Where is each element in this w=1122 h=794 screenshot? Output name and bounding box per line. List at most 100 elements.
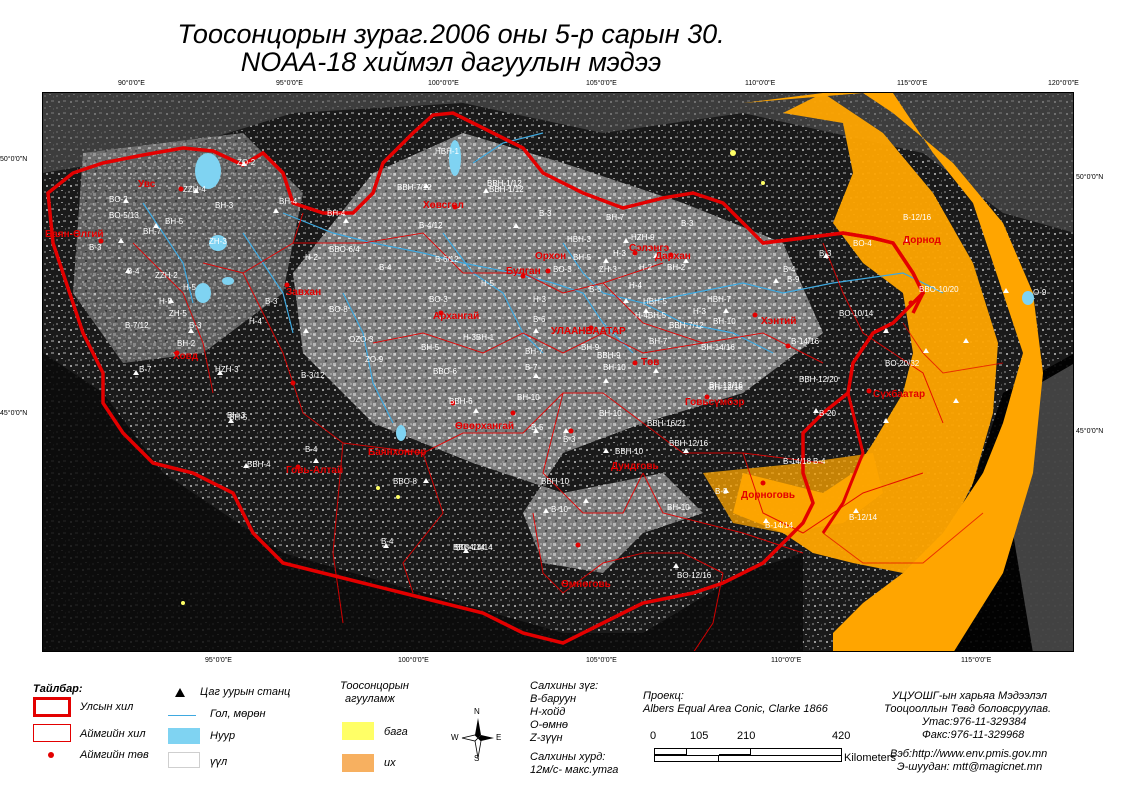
aimag-govisumber: Говьсүмбэр [685, 397, 745, 408]
station-label: BBO-6/4 [329, 245, 360, 254]
station-label: B-9 [787, 275, 800, 284]
station-label: BBH-7/12 [397, 183, 432, 192]
legend-cloud-label: үүл [210, 756, 228, 768]
aimag-arkhangai: Архангай [433, 311, 480, 322]
station-label: H-4BH-5 [635, 311, 667, 320]
station-label: B-3 [89, 243, 102, 252]
station-label: BH-9 [581, 343, 600, 352]
aimag-khentii: Хэнтий [761, 316, 797, 327]
station-label: B-4 [813, 457, 826, 466]
legend-river-swatch [168, 715, 196, 716]
graticule-left-45: 45°0'0"N [0, 410, 28, 417]
scale-tick-420: 420 [832, 730, 851, 742]
projection-name: Albers Equal Area Conic, Clarke 1866 [643, 703, 828, 715]
station-label: H-5 [159, 297, 172, 306]
legend-station-icon [175, 688, 185, 697]
dust-high-area [743, 93, 1043, 651]
wind-speed-heading: Салхины хурд: [530, 751, 606, 763]
station-label: H-4 [249, 317, 262, 326]
station-label: HBH-5 [643, 297, 668, 306]
station-label: HBH-1 [435, 147, 460, 156]
station-label: B-3 [681, 219, 694, 228]
station-label: H-3 [693, 307, 706, 316]
station-label: BBH-1/12 [487, 179, 522, 188]
graticule-right-45: 45°0'0"N [1076, 428, 1104, 435]
legend-lake-swatch [168, 728, 200, 744]
wind-direction-heading: Салхины зүг: [530, 680, 599, 692]
scale-tick-0: 0 [650, 730, 657, 742]
station-label: ZZH-2 [155, 271, 178, 280]
station-label: B-6 [533, 315, 546, 324]
station-label: H-5 [481, 279, 494, 288]
station-label: B-5 [531, 423, 544, 432]
aimag-ulaanbaatar: УЛААНБААТАР [551, 326, 626, 337]
station-label: BBO-14/14 [453, 543, 493, 552]
aimag-bayankhongor: Баянхонгор [368, 447, 427, 458]
compass-north: N [474, 707, 480, 716]
graticule-top-95: 95°0'0"E [276, 80, 303, 87]
station-label: H-3BH-1 [463, 333, 495, 342]
station-label: BBH-10 [541, 477, 570, 486]
aimag-selenge: Сэлэнгэ [629, 243, 670, 254]
credits-fax: Факс:976-11-329968 [922, 729, 1025, 741]
station-label: BBO-10/20 [919, 285, 959, 294]
station-label: BBH-12/20 [799, 375, 839, 384]
aimag-dornod: Дорнод [903, 235, 941, 246]
station-label: H-5 [183, 283, 196, 292]
station-label: BO-12/16 [677, 571, 712, 580]
station-label: ZO-2 [237, 158, 256, 167]
compass-east: E [496, 733, 502, 742]
station-label: BO-3 [553, 265, 572, 274]
station-label: BH-10 [603, 363, 626, 372]
station-label: B-3 [819, 249, 832, 258]
station-label: HBH-7 [707, 295, 732, 304]
map-subtitle: NOAA-18 хиймэл дагуулын мэдээ [240, 47, 662, 77]
station-label: B-5 [589, 285, 602, 294]
station-label: B-14/14 [765, 521, 794, 530]
station-label: B-4 [127, 267, 140, 276]
graticule-top-115: 115°0'0"E [897, 80, 928, 87]
legend-aimag-center-icon [48, 752, 54, 758]
station-label: B-14/18 [783, 457, 812, 466]
legend-country-border-swatch [33, 697, 71, 717]
aimag-darkhan: Дархан [655, 251, 691, 262]
credits-org: УЦУОШГ-ын харьяа Мэдээлэл [892, 690, 1047, 702]
graticule-bottom-95: 95°0'0"E [205, 657, 232, 664]
credits-phone: Утас:976-11-329384 [922, 716, 1027, 728]
station-label: BBH-9 [597, 351, 621, 360]
wind-speed-note: 12м/с- макс.утга [530, 764, 619, 776]
aimag-khovd: Ховд [173, 351, 199, 362]
station-label: BO-3 [429, 295, 448, 304]
aimag-dundgovi: Дундговь [611, 461, 659, 472]
graticule-top-120: 120°0'0"E [1048, 80, 1079, 87]
graticule-top-100: 100°0'0"E [428, 80, 459, 87]
station-label: BH-7 [525, 347, 544, 356]
station-label: BH-12/16 [709, 381, 743, 390]
aimag-dornogovi: Дорноговь [741, 490, 796, 501]
aimag-bulgan: Булган [506, 266, 541, 277]
station-label: B-4 [783, 265, 796, 274]
station-label: BH-10 [713, 317, 736, 326]
station-label: H-3 [533, 295, 546, 304]
legend-river-label: Гол, мөрөн [210, 708, 266, 720]
wind-north: H-хойд [530, 706, 566, 718]
graticule-bottom-110: 110°0'0"E [771, 657, 802, 664]
station-label: H-3 [613, 249, 626, 258]
station-label: BBH-12/16 [669, 439, 709, 448]
projection-heading: Проекц: [643, 690, 684, 702]
station-label: B-3 [539, 209, 552, 218]
aimag-sukhbaatar: Сүхбаатар [873, 389, 926, 400]
station-label: BO-8 [329, 305, 348, 314]
station-label: BO-4 [853, 239, 872, 248]
station-label: H-4 [629, 281, 642, 290]
aimag-zavkhan: Завхан [286, 287, 322, 298]
station-label: H-2 [305, 253, 318, 262]
station-label: BH-2 [177, 339, 196, 348]
legend-lake-label: Нуур [210, 730, 236, 742]
station-label: B-4 [305, 445, 318, 454]
station-label: BH-5 [229, 413, 248, 422]
station-label: BBH-1/12 [489, 185, 524, 194]
aimag-umnugovi: Өмнөговь [561, 579, 611, 590]
graticule-bottom-100: 100°0'0"E [398, 657, 429, 664]
station-label: BH-7 [649, 337, 668, 346]
